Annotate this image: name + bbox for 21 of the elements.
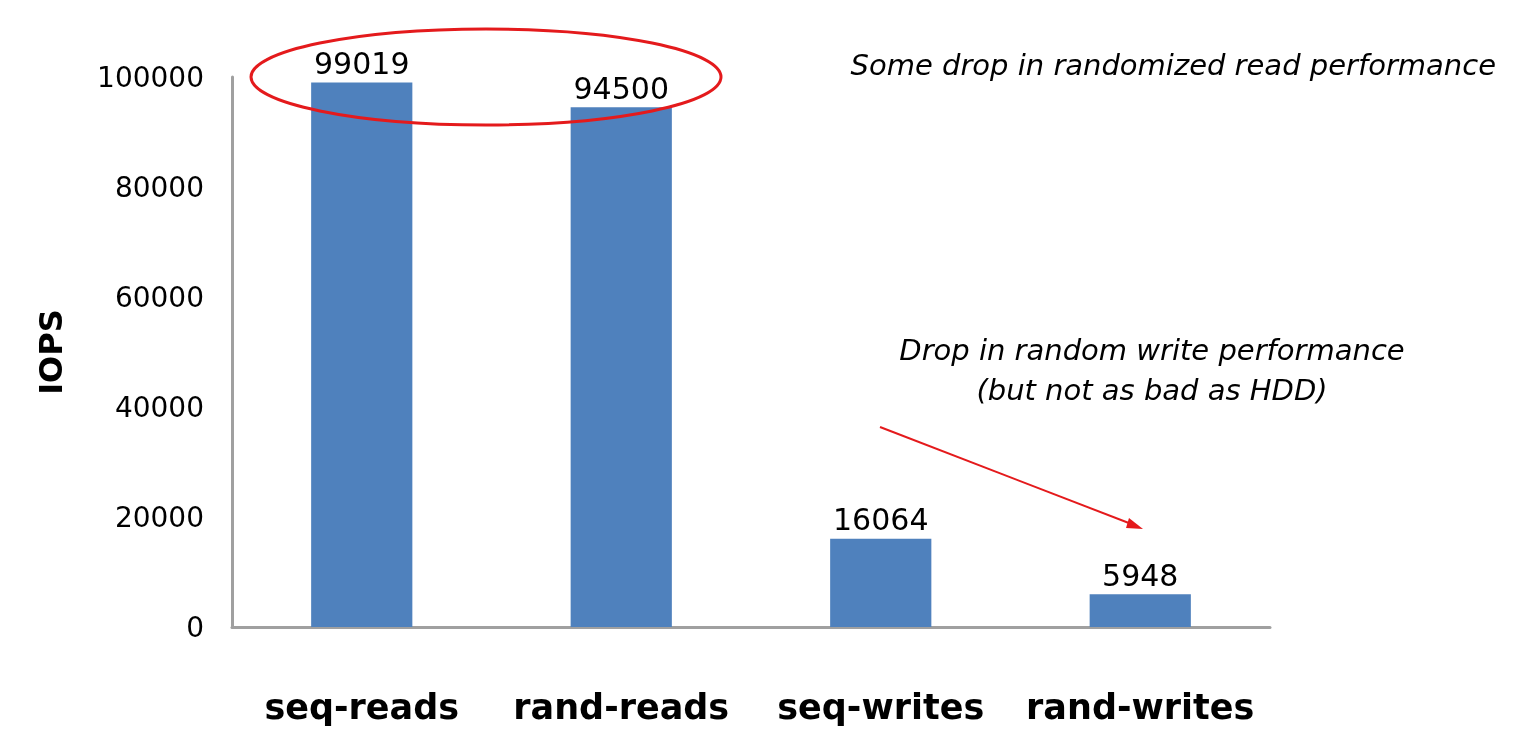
bar [311,82,413,627]
y-tick-label: 40000 [114,390,204,424]
x-tick-label: rand-reads [513,686,730,727]
data-label: 16064 [833,502,929,538]
x-tick-label: seq-writes [777,686,985,727]
bar [1089,594,1191,627]
y-axis-title: IOPS [32,309,70,395]
data-label: 94500 [573,70,669,106]
data-label: 99019 [314,45,410,81]
y-tick-label: 0 [186,610,204,644]
y-tick-label: 20000 [114,500,204,534]
bar [570,107,672,627]
y-tick-label: 80000 [114,170,204,204]
annotation: Some drop in randomized read performance [850,48,1496,82]
x-tick-label: seq-reads [264,686,460,727]
x-tick-label: rand-writes [1026,686,1255,727]
annotation: Drop in random write performance (but not as bad as HDD) [899,333,1405,407]
y-tick-label: 100000 [97,60,204,94]
data-label: 5948 [1102,557,1179,593]
y-tick-label: 60000 [114,280,204,314]
bar [830,538,932,627]
